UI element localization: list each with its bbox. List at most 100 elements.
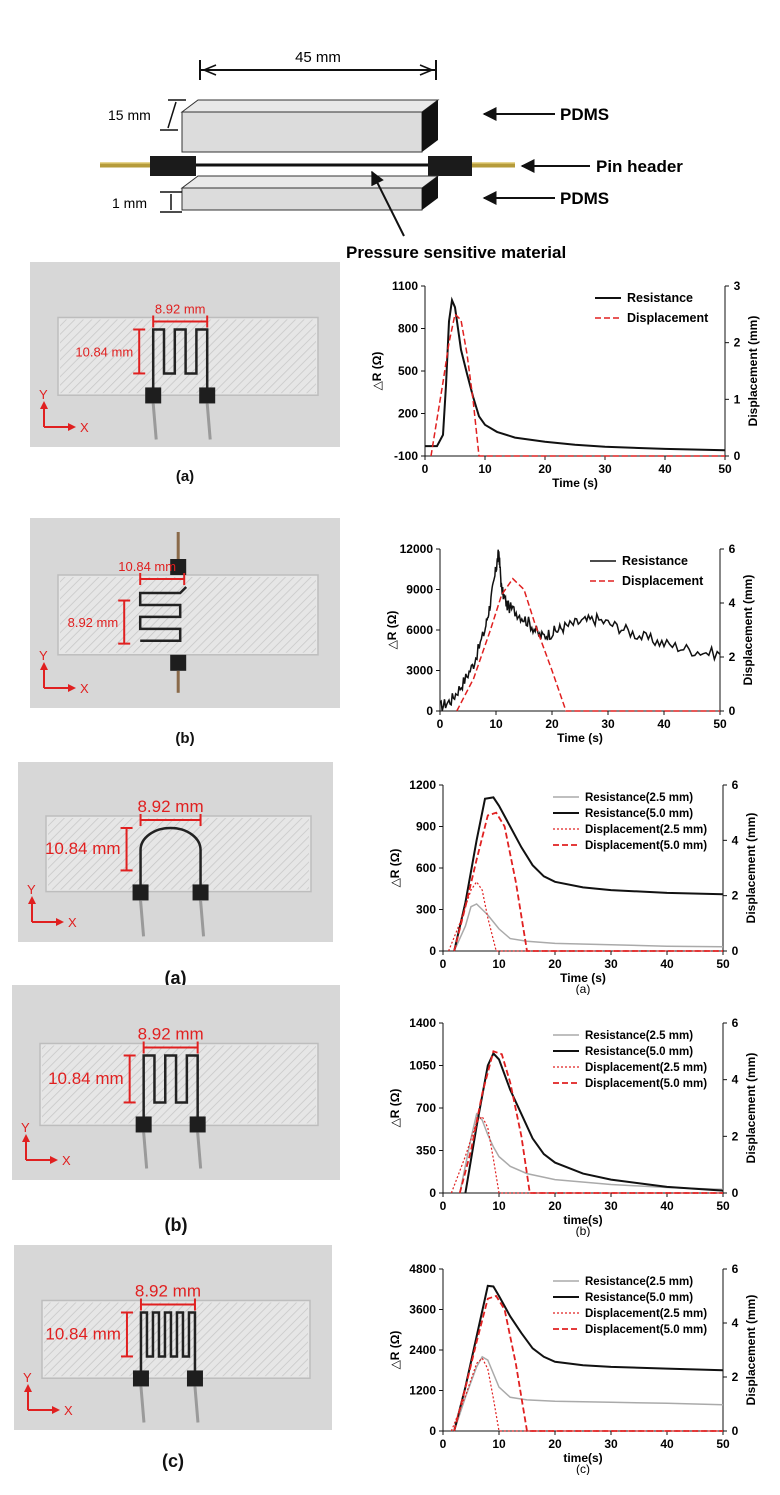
- y-tick-label: 1200: [409, 1384, 436, 1398]
- series-line: [448, 880, 723, 952]
- y2-tick-label: 0: [732, 1424, 739, 1438]
- sensor-trace: [142, 1054, 199, 1123]
- y-tick-label: 1200: [409, 778, 436, 792]
- series-line: [430, 312, 725, 457]
- sample-photo: 8.92 mm 10.84 mm Y X: [18, 762, 333, 942]
- bottom-pdms-label: PDMS: [560, 189, 609, 208]
- legend-label: Resistance(5.0 mm): [585, 1046, 693, 1058]
- photo-caption: (b): [175, 730, 195, 747]
- connector: [132, 884, 149, 901]
- y-tick-label: 3600: [409, 1303, 436, 1317]
- x-tick-label: 50: [716, 1437, 730, 1451]
- y2-tick-label: 4: [732, 1316, 739, 1330]
- width-dimension-label: 10.84 mm: [118, 559, 176, 574]
- legend-label: Resistance(2.5 mm): [585, 1276, 693, 1288]
- connector: [186, 1370, 203, 1387]
- connector: [189, 1116, 206, 1133]
- x-axis-title: Time (s): [552, 476, 598, 490]
- x-tick-label: 20: [545, 717, 559, 731]
- series-line: [425, 296, 726, 452]
- sensor-trace: [151, 328, 209, 394]
- photo-caption: (a): [164, 968, 187, 988]
- sample-photo: 8.92 mm 10.84 mm Y X: [30, 262, 340, 447]
- chart: 0 10 20 30 40 50012002400360048000246time(s)△…: [388, 1262, 758, 1475]
- x-tick-label: 40: [658, 462, 672, 476]
- x-tick-label: 30: [601, 717, 615, 731]
- sensor-label: Pressure sensitive material: [346, 243, 566, 262]
- x-tick-label: 20: [548, 957, 562, 971]
- series-line: [456, 577, 720, 712]
- photo-caption: (c): [162, 1451, 184, 1471]
- legend-label: Displacement(5.0 mm): [585, 1078, 707, 1090]
- x-tick-label: 20: [538, 462, 552, 476]
- legend-label: Resistance(2.5 mm): [585, 1030, 693, 1042]
- y2-axis-title: Displacement (mm): [744, 1295, 758, 1406]
- y2-tick-label: 3: [734, 279, 741, 293]
- y2-axis-title: Displacement (mm): [746, 316, 760, 427]
- x-tick-label: 40: [660, 1199, 674, 1213]
- pin-header-label: Pin header: [596, 157, 683, 176]
- y2-tick-label: 0: [734, 449, 741, 463]
- x-tick-label: 50: [716, 1199, 730, 1213]
- series-line: [453, 1355, 724, 1432]
- y2-tick-label: 6: [732, 1016, 739, 1030]
- x-axis-title: Time (s): [560, 971, 606, 985]
- top-thickness-dimension: 15 mm: [108, 99, 186, 131]
- y2-tick-label: 0: [729, 704, 736, 718]
- series-line: [458, 1050, 723, 1194]
- y2-tick-label: 0: [732, 1186, 739, 1200]
- x-tick-label: 10: [478, 462, 492, 476]
- y-axis-title: △R (Ω): [388, 1331, 402, 1370]
- sensor-schematic: 45 mm 15 mm 1 mm PDMS Pin header: [100, 49, 683, 262]
- y-tick-label: 0: [429, 1424, 436, 1438]
- x-tick-label: 20: [548, 1437, 562, 1451]
- sensor-arrow: [371, 170, 405, 237]
- y2-tick-label: 2: [732, 1370, 739, 1384]
- y2-tick-label: 6: [732, 1262, 739, 1276]
- y2-tick-label: 4: [732, 833, 739, 847]
- pin-header: [100, 156, 515, 176]
- y-tick-label: 0: [429, 1186, 436, 1200]
- width-dimension-label: 8.92 mm: [138, 1025, 204, 1044]
- y2-tick-label: 4: [732, 1073, 739, 1087]
- y-axis-title: △R (Ω): [385, 611, 399, 650]
- y2-tick-label: 2: [734, 336, 741, 350]
- y-tick-label: 900: [416, 820, 436, 834]
- legend-label: Displacement(5.0 mm): [585, 1324, 707, 1336]
- x-tick-label: 0: [440, 957, 447, 971]
- y-axis-label: Y: [39, 648, 48, 663]
- y-tick-label: 800: [398, 322, 418, 336]
- legend-label: Resistance(5.0 mm): [585, 1292, 693, 1304]
- legend-label: Displacement(2.5 mm): [585, 1062, 707, 1074]
- x-tick-label: 10: [489, 717, 503, 731]
- y-tick-label: 2400: [409, 1343, 436, 1357]
- legend-label: Resistance(5.0 mm): [585, 808, 693, 820]
- series-line: [450, 1357, 723, 1432]
- x-tick-label: 0: [422, 462, 429, 476]
- y-tick-label: 3000: [406, 664, 433, 678]
- legend-label: Resistance: [627, 291, 693, 305]
- legend-label: Displacement: [627, 311, 709, 325]
- x-tick-label: 30: [604, 957, 618, 971]
- series-line: [453, 811, 723, 952]
- y-axis-label: Y: [21, 1120, 30, 1135]
- y2-tick-label: 0: [732, 944, 739, 958]
- x-tick-label: 30: [604, 1437, 618, 1451]
- series-line: [464, 1051, 724, 1194]
- y-tick-label: 9000: [406, 583, 433, 597]
- y2-tick-label: 6: [729, 542, 736, 556]
- y-tick-label: 500: [398, 364, 418, 378]
- y-axis-title: △R (Ω): [370, 352, 384, 391]
- legend-label: Displacement(2.5 mm): [585, 1308, 707, 1320]
- y-axis-label: Y: [27, 882, 36, 897]
- y-axis-title: △R (Ω): [388, 1089, 402, 1128]
- y-tick-label: 12000: [400, 542, 434, 556]
- y-axis-title: △R (Ω): [388, 849, 402, 888]
- series-line: [459, 1112, 724, 1194]
- x-tick-label: 10: [492, 957, 506, 971]
- connector: [192, 884, 209, 901]
- chart: 0 10 20 30 40 50 -100 200 500 800 1100 0 1 2 3 Time (s)…: [370, 279, 760, 490]
- x-tick-label: 40: [657, 717, 671, 731]
- x-tick-label: 0: [437, 717, 444, 731]
